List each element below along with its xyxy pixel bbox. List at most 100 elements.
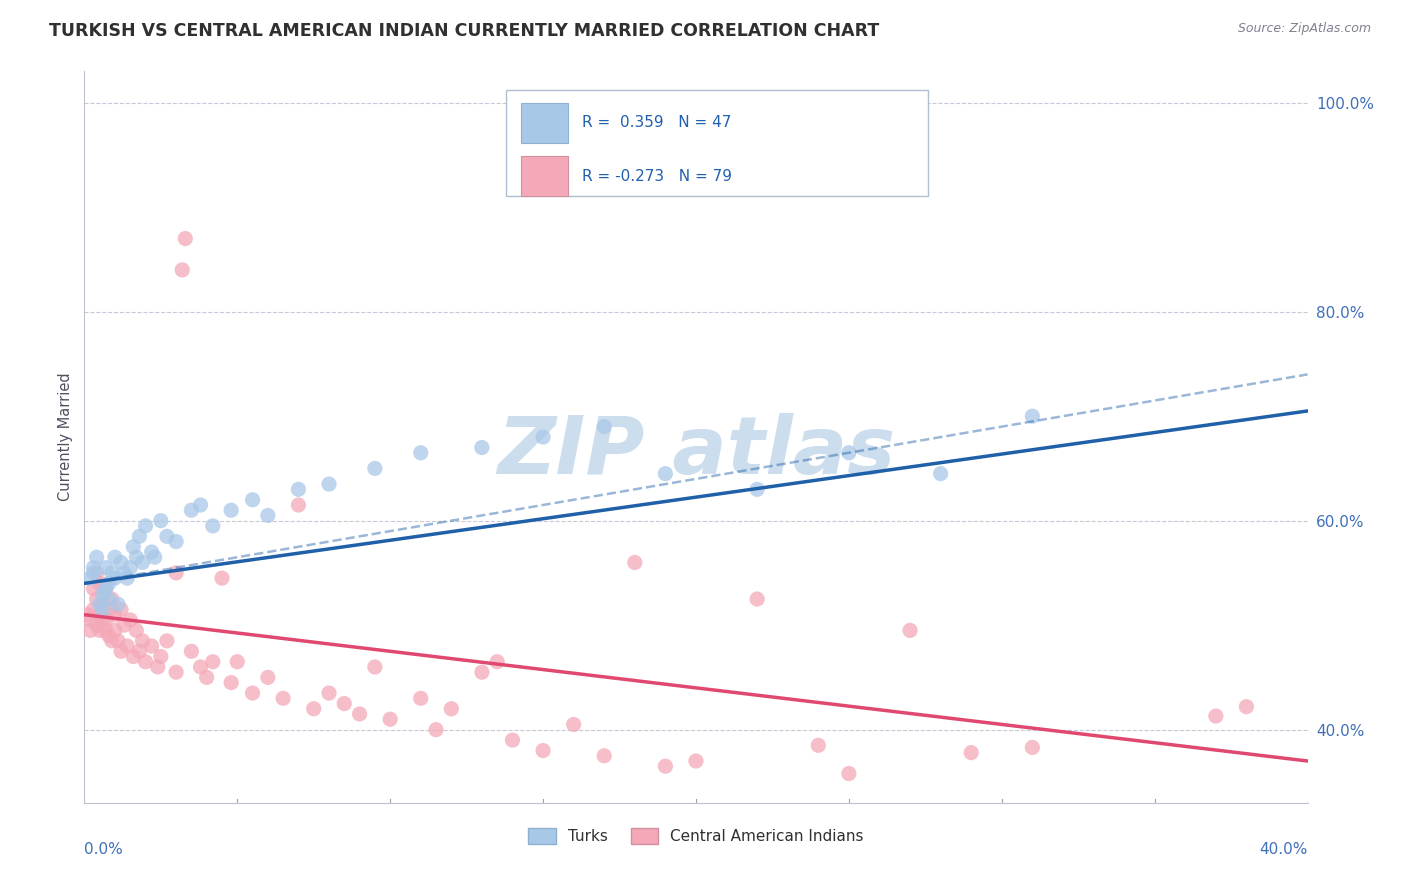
Point <box>226 655 249 669</box>
Point <box>242 492 264 507</box>
Point <box>83 566 105 580</box>
Point <box>94 613 117 627</box>
Point <box>125 624 148 638</box>
Point <box>97 629 120 643</box>
Point <box>165 534 187 549</box>
Point <box>112 618 135 632</box>
Text: Source: ZipAtlas.com: Source: ZipAtlas.com <box>1237 22 1371 36</box>
Point <box>838 446 860 460</box>
Point <box>122 649 145 664</box>
Point <box>110 644 132 658</box>
Point <box>91 597 114 611</box>
Point <box>195 670 218 684</box>
Point <box>180 644 202 658</box>
Point <box>135 519 157 533</box>
Point <box>101 592 124 607</box>
Point <box>287 498 309 512</box>
Point <box>91 587 114 601</box>
Point <box>79 624 101 638</box>
Point <box>165 566 187 580</box>
Point <box>302 702 325 716</box>
Point <box>94 582 117 596</box>
Point <box>76 607 98 622</box>
FancyBboxPatch shape <box>522 156 568 196</box>
Point <box>156 633 179 648</box>
Point <box>86 550 108 565</box>
Point <box>425 723 447 737</box>
Point <box>1236 699 1258 714</box>
Point <box>115 639 138 653</box>
Point <box>201 519 224 533</box>
Point <box>141 639 163 653</box>
Point <box>531 743 554 757</box>
Point <box>141 545 163 559</box>
Point <box>685 754 707 768</box>
Point <box>1205 709 1227 723</box>
Point <box>380 712 402 726</box>
FancyBboxPatch shape <box>506 90 928 195</box>
Point <box>131 556 153 570</box>
Text: ZIP atlas: ZIP atlas <box>496 413 896 491</box>
Point <box>107 633 129 648</box>
Point <box>110 556 132 570</box>
Point <box>104 607 127 622</box>
Text: R = -0.273   N = 79: R = -0.273 N = 79 <box>582 169 733 184</box>
Point <box>94 582 117 596</box>
Point <box>149 649 172 664</box>
Point <box>110 602 132 616</box>
Point <box>624 556 647 570</box>
Point <box>364 660 387 674</box>
Point <box>83 582 105 596</box>
Point <box>747 483 769 497</box>
Point <box>101 633 124 648</box>
Point <box>101 566 124 580</box>
Point <box>1021 409 1043 424</box>
Point <box>593 748 616 763</box>
Point <box>898 624 921 638</box>
Point <box>128 644 150 658</box>
Point <box>531 430 554 444</box>
Point <box>131 633 153 648</box>
Point <box>91 602 114 616</box>
Point <box>471 441 494 455</box>
Point <box>409 691 432 706</box>
Point <box>146 660 169 674</box>
Point <box>180 503 202 517</box>
Point <box>104 571 127 585</box>
Point <box>1021 740 1043 755</box>
Legend: Turks, Central American Indians: Turks, Central American Indians <box>522 822 870 850</box>
Point <box>120 560 142 574</box>
Text: TURKISH VS CENTRAL AMERICAN INDIAN CURRENTLY MARRIED CORRELATION CHART: TURKISH VS CENTRAL AMERICAN INDIAN CURRE… <box>49 22 880 40</box>
Point <box>471 665 494 680</box>
FancyBboxPatch shape <box>522 103 568 143</box>
Point <box>79 613 101 627</box>
Point <box>97 592 120 607</box>
Point <box>89 576 111 591</box>
Point <box>89 607 111 622</box>
Point <box>211 571 233 585</box>
Point <box>104 550 127 565</box>
Point <box>86 566 108 580</box>
Point <box>112 566 135 580</box>
Point <box>91 613 114 627</box>
Point <box>89 624 111 638</box>
Point <box>242 686 264 700</box>
Point <box>440 702 463 716</box>
Point <box>79 571 101 585</box>
Text: R =  0.359   N = 47: R = 0.359 N = 47 <box>582 115 731 130</box>
Point <box>562 717 585 731</box>
Point <box>257 508 280 523</box>
Point <box>86 592 108 607</box>
Point <box>409 446 432 460</box>
Point <box>107 597 129 611</box>
Point <box>172 263 194 277</box>
Point <box>190 498 212 512</box>
Point <box>174 231 197 245</box>
Point <box>190 660 212 674</box>
Point <box>149 514 172 528</box>
Point <box>486 655 509 669</box>
Point <box>318 477 340 491</box>
Point <box>104 624 127 638</box>
Point <box>120 613 142 627</box>
Point <box>838 766 860 780</box>
